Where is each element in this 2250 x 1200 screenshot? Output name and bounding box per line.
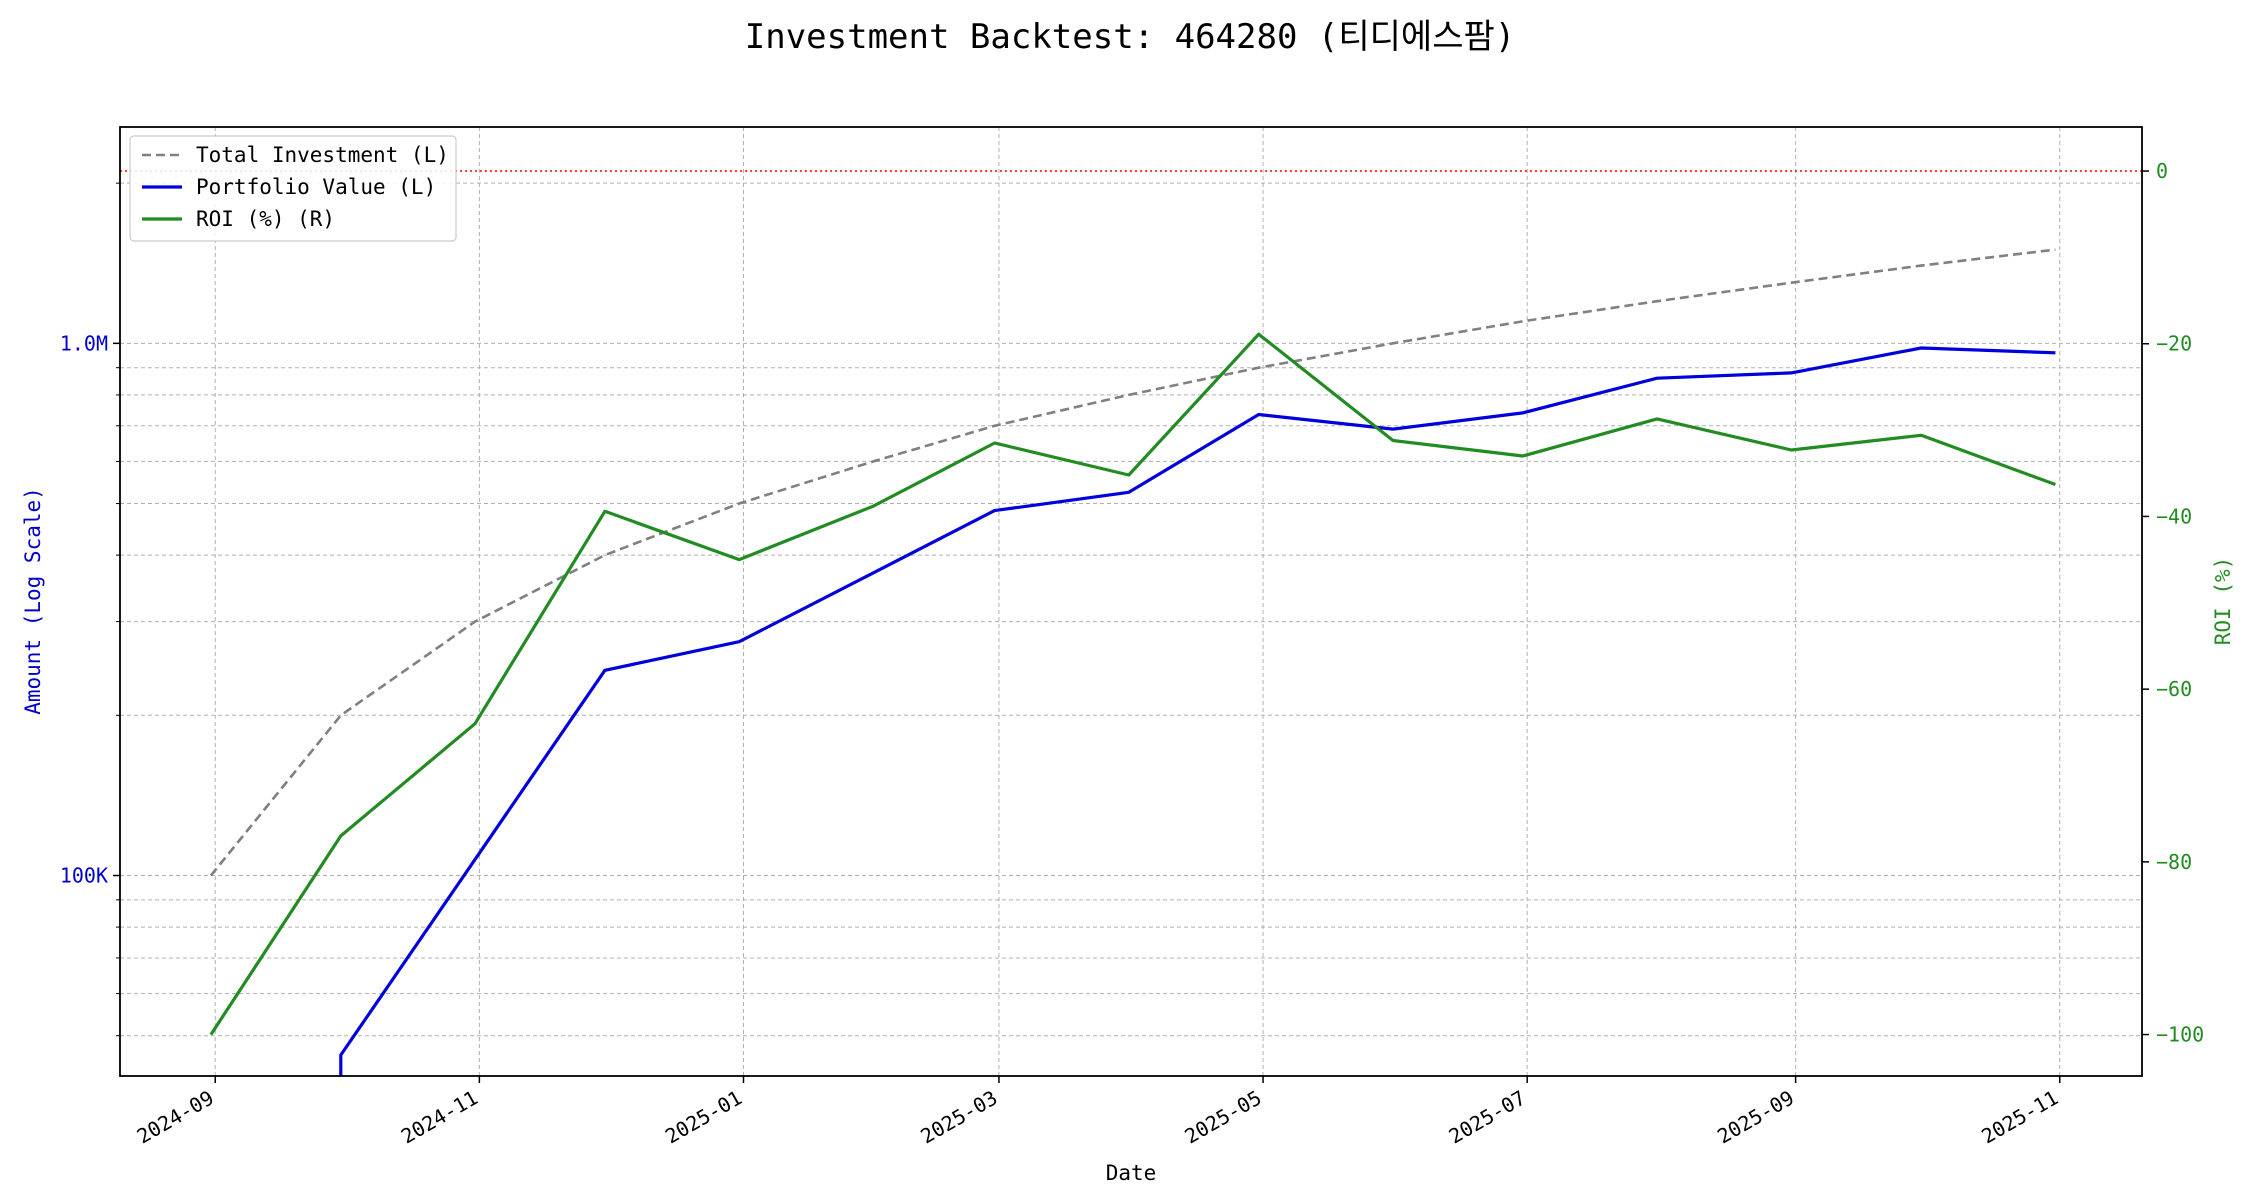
x-tick-label: 2025-03 (916, 1086, 1001, 1149)
legend-label-portfolio-value-l: Portfolio Value (L) (196, 175, 436, 199)
legend: Total Investment (L) Portfolio Value (L) R… (129, 135, 457, 242)
legend-box (129, 135, 457, 242)
y-left-axis-ticks: 100K 1.0M (60, 182, 120, 1037)
legend-label-total-investment-l: Total Investment (L) (196, 143, 449, 167)
plot-frame (119, 126, 2143, 1077)
series-line-portfolio-value-l (339, 346, 2056, 1076)
y-right-tick-label: −60 (2156, 677, 2192, 701)
series-layer (209, 248, 2056, 1076)
y-left-tick-label: 1.0M (60, 331, 108, 355)
series-line-roi-r (209, 332, 2056, 1036)
chart-title: Investment Backtest: 464280 (티디에스팜) (745, 17, 1516, 57)
x-tick-label: 2025-07 (1445, 1086, 1530, 1149)
y-right-tick-label: 0 (2156, 159, 2168, 183)
y-right-tick-label: −100 (2156, 1023, 2204, 1047)
x-tick-label: 2024-11 (397, 1086, 482, 1149)
x-tick-label: 2025-01 (661, 1086, 746, 1149)
x-tick-label: 2025-05 (1181, 1086, 1266, 1149)
grid (120, 127, 2142, 1076)
x-axis-ticks: 2024-09 2024-11 2025-01 2025-03 2025-05 2025-… (133, 1076, 2062, 1148)
y-right-axis-ticks: 0 −20 −40 −60 −80 −100 (2142, 159, 2204, 1047)
legend-label-roi-r: ROI (%) (R) (196, 207, 335, 231)
y-right-tick-label: −20 (2156, 332, 2192, 356)
y-right-tick-label: −80 (2156, 850, 2192, 874)
series-line-total-investment-l (209, 248, 2056, 877)
x-tick-label: 2024-09 (133, 1086, 218, 1149)
x-axis-label: Date (1106, 1161, 1157, 1185)
y-left-axis-label: Amount (Log Scale) (21, 487, 45, 715)
y-right-tick-label: −40 (2156, 504, 2192, 528)
x-tick-label: 2025-09 (1713, 1086, 1798, 1149)
y-left-tick-label: 100K (60, 864, 108, 888)
y-right-axis-label: ROI (%) (2211, 557, 2235, 646)
x-tick-label: 2025-11 (1977, 1086, 2062, 1149)
